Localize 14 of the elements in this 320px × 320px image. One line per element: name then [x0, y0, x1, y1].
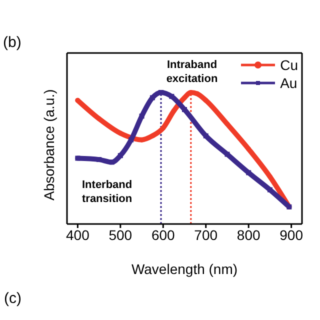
text: Intraband excitation: [165, 58, 219, 86]
x-tick-label: 600: [151, 226, 176, 243]
legend-label: Cu: [280, 56, 298, 74]
text: (c): [4, 290, 22, 307]
x-tick-label: 900: [280, 226, 304, 243]
x-tick-label: 400: [66, 226, 90, 243]
x-tick-label: 800: [236, 226, 260, 243]
annotation: Interband transition: [82, 178, 134, 206]
legend-label: Au: [280, 74, 298, 92]
x-tick-label: 700: [194, 226, 218, 243]
x-axis-title: Wavelength (nm): [131, 261, 238, 277]
y-axis-title: Absorbance (a.u.): [40, 89, 57, 200]
x-tick-label: 500: [108, 226, 132, 243]
chart-title: (b): [3, 34, 22, 51]
